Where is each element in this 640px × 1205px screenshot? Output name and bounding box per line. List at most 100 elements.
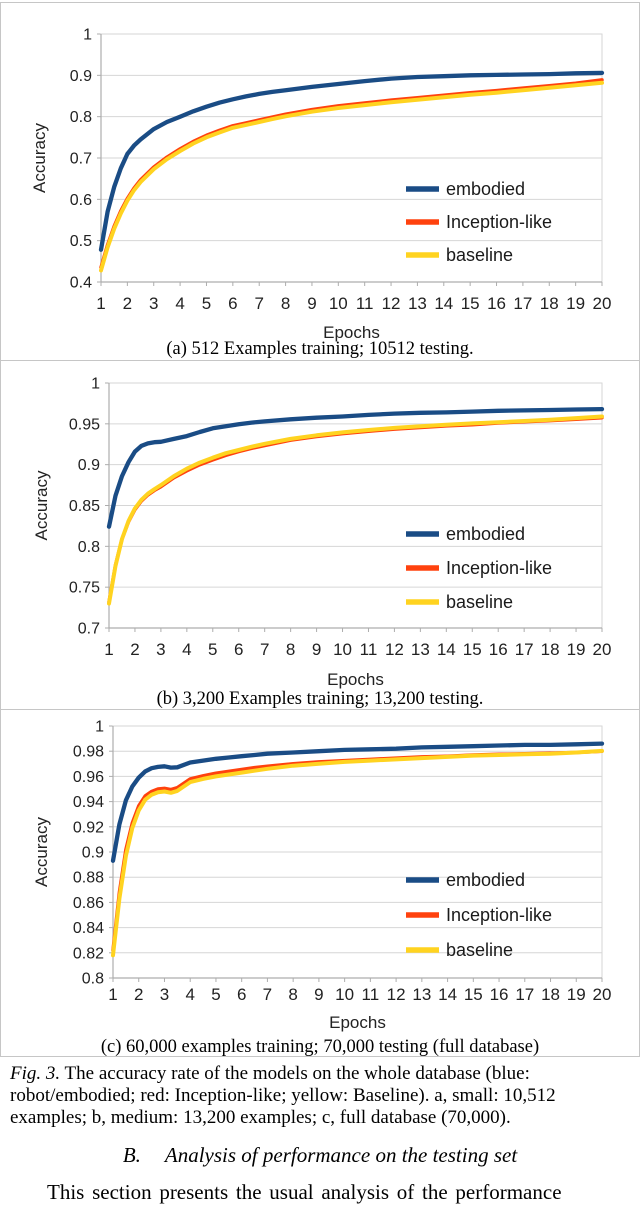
x-tick-label: 16 bbox=[489, 640, 508, 659]
x-tick-label: 10 bbox=[335, 985, 354, 1004]
x-tick-label: 11 bbox=[362, 985, 380, 1004]
y-axis-title: Accuracy bbox=[32, 817, 51, 887]
x-tick-label: 4 bbox=[182, 640, 191, 659]
series-embodied bbox=[110, 741, 605, 863]
y-tick-label: 0.7 bbox=[78, 621, 100, 638]
x-axis-title: Epochs bbox=[329, 1013, 386, 1032]
x-tick-label: 19 bbox=[567, 985, 586, 1004]
x-tick-label: 2 bbox=[123, 294, 132, 313]
y-tick-label: 0.9 bbox=[82, 845, 104, 862]
x-tick-label: 17 bbox=[513, 294, 532, 313]
x-tick-label: 19 bbox=[566, 294, 585, 313]
x-tick-label: 9 bbox=[307, 294, 316, 313]
x-tick-label: 5 bbox=[202, 294, 211, 313]
x-tick-label: 6 bbox=[237, 985, 246, 1004]
x-tick-label: 6 bbox=[228, 294, 237, 313]
x-tick-label: 12 bbox=[385, 640, 404, 659]
x-tick-label: 17 bbox=[515, 985, 534, 1004]
series-embodied bbox=[106, 406, 605, 529]
y-tick-label: 0.92 bbox=[73, 819, 104, 836]
x-tick-label: 18 bbox=[541, 640, 560, 659]
x-tick-label: 12 bbox=[387, 985, 406, 1004]
x-axis-title: Epochs bbox=[323, 323, 380, 342]
y-tick-label: 0.5 bbox=[70, 233, 92, 250]
y-tick-label: 0.7 bbox=[70, 151, 92, 168]
y-tick-label: 0.82 bbox=[73, 945, 104, 962]
x-tick-label: 10 bbox=[333, 640, 352, 659]
x-tick-label: 20 bbox=[593, 985, 612, 1004]
chart-caption-c: (c) 60,000 examples training; 70,000 tes… bbox=[100, 1037, 540, 1057]
chart-caption-b: (b) 3,200 Examples training; 13,200 test… bbox=[156, 689, 484, 709]
y-tick-label: 1 bbox=[95, 719, 104, 736]
x-tick-label: 5 bbox=[211, 985, 220, 1004]
chart-panel-c: 0.8 0.82 0.84 0.86 0.88 0.9 0.92 0.94 0.96 0.98 1 1… bbox=[0, 709, 640, 1057]
series-baseline bbox=[99, 80, 604, 273]
y-tick-label: 0.9 bbox=[78, 457, 100, 474]
figure-caption: Fig. 3. The accuracy rate of the models … bbox=[10, 1063, 584, 1129]
y-tick-label: 0.88 bbox=[73, 870, 104, 887]
legend-label: embodied bbox=[446, 870, 525, 890]
x-tick-label: 2 bbox=[134, 985, 143, 1004]
x-tick-label: 19 bbox=[567, 640, 586, 659]
legend-label: baseline bbox=[446, 940, 513, 960]
x-tick-label: 14 bbox=[434, 294, 453, 313]
x-tick-label: 16 bbox=[490, 985, 509, 1004]
legend-label: Inception-like bbox=[446, 558, 552, 578]
y-axis-title: Accuracy bbox=[30, 123, 49, 193]
y-tick-label: 0.94 bbox=[73, 794, 104, 811]
x-tick-label: 20 bbox=[593, 640, 612, 659]
x-tick-label: 17 bbox=[515, 640, 534, 659]
y-tick-label: 0.95 bbox=[69, 416, 100, 433]
x-tick-label: 11 bbox=[356, 294, 374, 313]
x-tick-label: 3 bbox=[149, 294, 158, 313]
figure-3: 0.4 0.5 0.6 0.7 0.8 0.9 1 1 2 3 4 5 6 7 8 9 10 11 12 13 14 15… bbox=[0, 2, 640, 1057]
accuracy-chart-a: 0.40.50.60.70.80.911 2 3 4 5 6 7 8 9 10 11 12 13 14 15… bbox=[30, 27, 612, 343]
section-heading: B. Analysis of performance on the testing… bbox=[0, 1143, 640, 1168]
y-tick-label: 1 bbox=[83, 27, 92, 44]
x-tick-label: 7 bbox=[260, 640, 269, 659]
x-tick-label: 3 bbox=[156, 640, 165, 659]
x-tick-label: 13 bbox=[411, 640, 430, 659]
x-tick-label: 8 bbox=[288, 985, 297, 1004]
x-tick-label: 10 bbox=[329, 294, 348, 313]
legend-label: embodied bbox=[446, 524, 525, 544]
legend-label: baseline bbox=[446, 245, 513, 265]
x-tick-label: 18 bbox=[540, 294, 559, 313]
x-tick-label: 15 bbox=[461, 294, 480, 313]
x-tick-label: 18 bbox=[541, 985, 560, 1004]
y-tick-label: 0.75 bbox=[69, 580, 100, 597]
x-tick-label: 20 bbox=[593, 294, 612, 313]
y-tick-label: 0.8 bbox=[70, 109, 92, 126]
x-tick-label: 9 bbox=[312, 640, 321, 659]
x-tick-label: 4 bbox=[175, 294, 184, 313]
x-tick-label: 3 bbox=[160, 985, 169, 1004]
y-axis-title: Accuracy bbox=[32, 470, 51, 540]
legend-label: Inception-like bbox=[446, 905, 552, 925]
x-tick-label: 9 bbox=[314, 985, 323, 1004]
accuracy-chart-c: 0.80.820.840.860.880.90.920.940.960.9811… bbox=[32, 719, 612, 1033]
y-tick-label: 0.85 bbox=[69, 498, 100, 515]
x-tick-label: 6 bbox=[234, 640, 243, 659]
y-tick-label: 0.84 bbox=[73, 920, 104, 937]
y-tick-label: 0.8 bbox=[82, 971, 104, 988]
x-tick-label: 14 bbox=[437, 640, 456, 659]
x-axis-title: Epochs bbox=[327, 670, 384, 689]
x-tick-label: 13 bbox=[408, 294, 427, 313]
y-tick-label: 0.8 bbox=[78, 539, 100, 556]
x-tick-label: 16 bbox=[487, 294, 506, 313]
section-heading-label: B. bbox=[122, 1143, 141, 1167]
chart-caption-a: (a) 512 Examples training; 10512 testing… bbox=[166, 339, 474, 359]
x-tick-label: 7 bbox=[263, 985, 272, 1004]
x-tick-label: 7 bbox=[254, 294, 263, 313]
series-embodied bbox=[98, 70, 605, 252]
x-tick-label: 5 bbox=[208, 640, 217, 659]
x-tick-label: 1 bbox=[108, 985, 117, 1004]
x-tick-label: 4 bbox=[185, 985, 194, 1004]
chart-panel-a: 0.4 0.5 0.6 0.7 0.8 0.9 1 1 2 3 4 5 6 7 8 9 10 11 12 13 14 15… bbox=[0, 2, 640, 361]
section-heading-title: Analysis of performance on the testing s… bbox=[164, 1143, 518, 1167]
x-tick-label: 1 bbox=[104, 640, 113, 659]
y-tick-label: 0.96 bbox=[73, 769, 104, 786]
y-tick-label: 0.98 bbox=[73, 744, 104, 761]
